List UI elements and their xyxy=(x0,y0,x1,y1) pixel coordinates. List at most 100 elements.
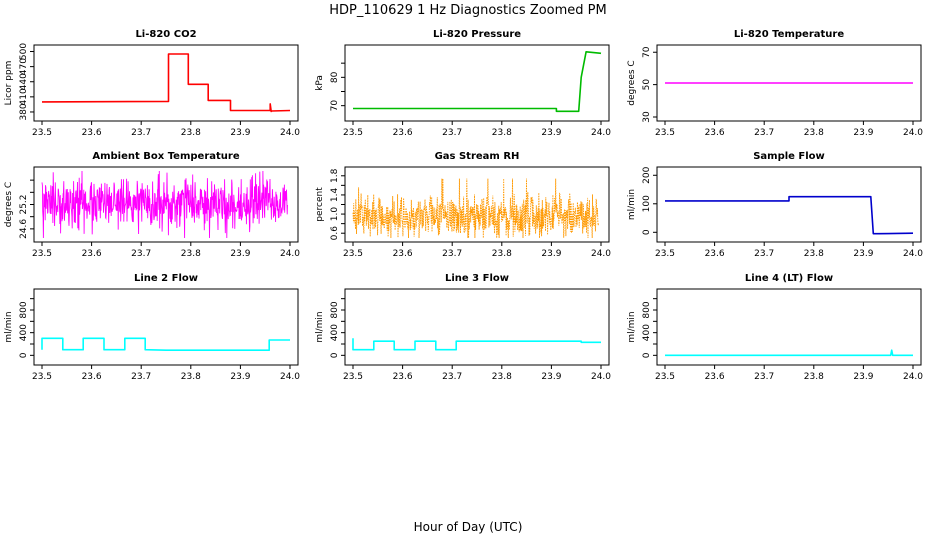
x-tick-label: 23.7 xyxy=(131,128,151,138)
y-tick-label: 0 xyxy=(19,352,29,358)
y-tick-label: 470 xyxy=(19,58,29,75)
x-tick-label: 23.7 xyxy=(131,372,151,382)
y-tick-label: 400 xyxy=(330,324,340,341)
x-tick-label: 23.6 xyxy=(82,128,102,138)
plot-frame xyxy=(33,288,299,366)
x-tick-label: 23.9 xyxy=(230,372,250,382)
x-tick-label: 23.9 xyxy=(853,128,873,138)
y-tick-label: 30 xyxy=(642,111,652,123)
y-tick-label: 200 xyxy=(642,166,652,183)
y-tick-label: 0 xyxy=(642,352,652,358)
y-tick-label: 100 xyxy=(642,195,652,212)
x-tick-label: 23.5 xyxy=(32,372,52,382)
y-tick-label: 70 xyxy=(330,100,340,112)
x-tick-label: 23.5 xyxy=(343,249,363,259)
x-tick-label: 23.6 xyxy=(393,249,413,259)
y-tick-label: 24.6 xyxy=(19,219,29,239)
panel-title: Gas Stream RH xyxy=(435,151,520,162)
y-tick-label: 1.8 xyxy=(330,168,340,183)
plot-frame xyxy=(344,44,610,122)
y-axis-label: percent xyxy=(315,187,325,222)
x-tick-label: 23.6 xyxy=(393,128,413,138)
y-tick-label: 400 xyxy=(642,324,652,341)
x-tick-label: 23.7 xyxy=(754,372,774,382)
panel-title: Line 3 Flow xyxy=(445,273,509,284)
panel-3: Ambient Box Temperature 23.5 23.6 23.7 23.8 2… xyxy=(4,151,300,259)
y-tick-label: 500 xyxy=(19,43,29,60)
panel-0: Li-820 CO2 23.5 23.6 23.7 23.8 23.9 24.0 380410… xyxy=(4,29,300,138)
panel-8: Line 4 (LT) Flow 23.5 23.6 23.7 23.8 23.9 24.0… xyxy=(627,273,923,382)
panel-title: Li-820 CO2 xyxy=(135,29,196,40)
series-line xyxy=(665,349,913,357)
x-tick-label: 23.8 xyxy=(181,372,201,382)
y-tick-label: 50 xyxy=(642,79,652,91)
series-line xyxy=(665,195,914,235)
y-tick-label: 800 xyxy=(642,301,652,318)
x-tick-label: 23.7 xyxy=(754,128,774,138)
y-axis-label: kPa xyxy=(315,75,325,91)
x-tick-label: 24.0 xyxy=(903,372,923,382)
y-tick-label: 380 xyxy=(19,103,29,120)
x-tick-label: 23.9 xyxy=(853,249,873,259)
x-tick-label: 23.8 xyxy=(492,372,512,382)
y-tick-label: 800 xyxy=(330,301,340,318)
x-tick-label: 23.5 xyxy=(655,372,675,382)
panel-title: Sample Flow xyxy=(753,151,825,162)
x-tick-label: 24.0 xyxy=(591,249,611,259)
x-tick-label: 23.6 xyxy=(705,372,725,382)
y-tick-label: 0 xyxy=(330,352,340,358)
y-tick-label: 440 xyxy=(19,73,29,90)
panel-title: Line 4 (LT) Flow xyxy=(745,273,833,284)
panel-2: Li-820 Temperature 23.5 23.6 23.7 23.8 23.9 24… xyxy=(627,29,923,138)
y-tick-label: 0 xyxy=(642,229,652,235)
series-line xyxy=(353,50,602,113)
x-tick-label: 23.5 xyxy=(343,372,363,382)
x-tick-label: 23.9 xyxy=(541,372,561,382)
x-tick-label: 23.8 xyxy=(181,128,201,138)
y-tick-label: 1.0 xyxy=(330,207,340,222)
y-tick-label: 25.2 xyxy=(19,194,29,214)
x-tick-label: 23.8 xyxy=(804,128,824,138)
x-tick-label: 24.0 xyxy=(591,372,611,382)
y-tick-label: 80 xyxy=(330,71,340,83)
x-tick-label: 23.9 xyxy=(230,249,250,259)
panel-title: Ambient Box Temperature xyxy=(92,151,239,162)
y-axis-label: ml/min xyxy=(627,311,637,342)
panel-5: Sample Flow 23.5 23.6 23.7 23.8 23.9 24.0 0 100 2… xyxy=(627,151,923,259)
panel-7: Line 3 Flow 23.5 23.6 23.7 23.8 23.9 24.0 0 400 8… xyxy=(315,273,611,382)
x-tick-label: 23.5 xyxy=(32,128,52,138)
y-axis-label: Licor ppm xyxy=(4,61,14,106)
main-title: HDP_110629 1 Hz Diagnostics Zoomed PM xyxy=(329,3,607,18)
x-tick-label: 23.9 xyxy=(853,372,873,382)
x-tick-label: 23.5 xyxy=(343,128,363,138)
y-tick-label: 70 xyxy=(642,46,652,58)
series-line xyxy=(352,338,601,351)
x-tick-label: 23.7 xyxy=(754,249,774,259)
x-tick-label: 24.0 xyxy=(903,249,923,259)
x-tick-label: 24.0 xyxy=(280,128,300,138)
panel-title: Line 2 Flow xyxy=(134,273,198,284)
x-tick-label: 23.5 xyxy=(655,249,675,259)
x-tick-label: 23.5 xyxy=(32,249,52,259)
x-tick-label: 23.6 xyxy=(705,249,725,259)
series-line xyxy=(41,170,288,239)
x-tick-label: 24.0 xyxy=(280,249,300,259)
y-axis-label: degrees C xyxy=(4,182,14,227)
series-line xyxy=(41,53,291,113)
x-tick-label: 23.6 xyxy=(705,128,725,138)
x-tick-label: 23.8 xyxy=(492,249,512,259)
plot-frame xyxy=(656,44,922,122)
x-tick-label: 24.0 xyxy=(903,128,923,138)
y-tick-label: 410 xyxy=(19,88,29,105)
panel-4: Gas Stream RH 23.5 23.6 23.7 23.8 23.9 24.0 0.6… xyxy=(315,151,611,259)
series-line xyxy=(352,178,599,239)
plot-frame xyxy=(656,166,922,243)
panel-title: Li-820 Temperature xyxy=(734,29,844,40)
y-tick-label: 0.6 xyxy=(330,226,340,241)
x-tick-label: 23.7 xyxy=(442,128,462,138)
x-tick-label: 23.6 xyxy=(393,372,413,382)
x-tick-label: 23.7 xyxy=(131,249,151,259)
x-tick-label: 23.9 xyxy=(541,249,561,259)
x-tick-label: 23.6 xyxy=(82,372,102,382)
